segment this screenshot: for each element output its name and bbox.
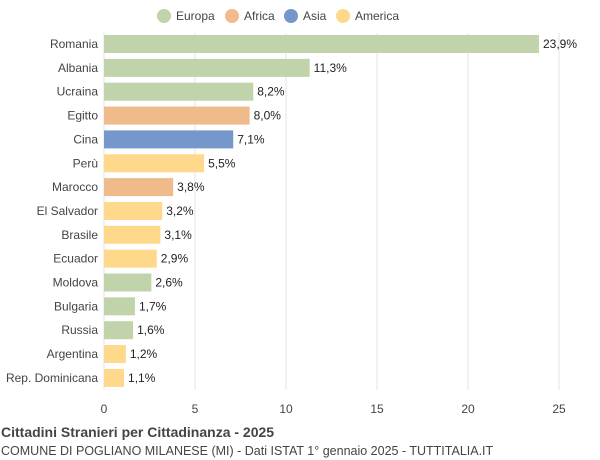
legend-label-america: America (355, 9, 399, 23)
category-label: Bulgaria (54, 299, 98, 313)
value-label: 3,1% (164, 228, 192, 242)
bar-albania (104, 58, 310, 77)
value-label: 8,0% (254, 109, 282, 123)
x-tick-label: 20 (461, 402, 475, 416)
x-tick-label: 15 (370, 402, 384, 416)
x-tick-label: 25 (552, 402, 566, 416)
value-label: 5,5% (208, 156, 236, 170)
value-label: 1,7% (139, 299, 167, 313)
bar-ecuador (104, 249, 157, 268)
value-label: 2,9% (161, 252, 189, 266)
category-label: Perù (73, 156, 98, 170)
value-label: 3,2% (166, 204, 194, 218)
value-label: 1,6% (137, 323, 165, 337)
legend-swatch-africa (225, 9, 239, 23)
category-label: Cina (73, 132, 98, 146)
value-label: 1,2% (130, 347, 158, 361)
category-label: Rep. Dominicana (6, 371, 98, 385)
bar-bulgaria (104, 297, 135, 316)
value-label: 2,6% (155, 276, 183, 290)
bar-romania (104, 35, 539, 53)
value-label: 8,2% (257, 85, 285, 99)
legend-label-asia: Asia (303, 9, 327, 23)
category-label: Moldova (53, 276, 99, 290)
bar-egitto (104, 106, 250, 125)
category-label: Albania (58, 61, 98, 75)
category-label: Romania (50, 37, 98, 51)
x-tick-label: 5 (192, 402, 199, 416)
category-label: Russia (61, 323, 98, 337)
value-label: 23,9% (543, 37, 577, 51)
legend-label-europa: Europa (176, 9, 215, 23)
x-axis-ticks: 0 5 10 15 20 25 (101, 402, 566, 416)
bar-rep-dominicana (104, 368, 125, 387)
bar-per- (104, 154, 205, 173)
chart-title: Cittadini Stranieri per Cittadinanza - 2… (1, 424, 275, 440)
legend-swatch-asia (284, 9, 298, 23)
category-label: Marocco (52, 180, 98, 194)
bar-el-salvador (104, 201, 163, 220)
value-label: 3,8% (177, 180, 205, 194)
bar-ucraina (104, 82, 254, 101)
bar-brasile (104, 225, 161, 244)
bar-russia (104, 321, 134, 340)
x-tick-label: 10 (279, 402, 293, 416)
x-tick-label: 0 (101, 402, 108, 416)
value-label: 11,3% (314, 61, 347, 75)
bar-cina (104, 130, 234, 149)
category-label: Ecuador (53, 252, 98, 266)
legend-label-africa: Africa (244, 9, 275, 23)
bar-marocco (104, 178, 174, 197)
category-label: Brasile (61, 228, 98, 242)
chart-subtitle: COMUNE DI POGLIANO MILANESE (MI) - Dati … (1, 444, 494, 458)
value-label: 7,1% (237, 132, 265, 146)
legend-swatch-europa (157, 9, 171, 23)
category-label: Argentina (47, 347, 99, 361)
legend: Europa Africa Asia America (157, 9, 399, 23)
bar-chart: Europa Africa Asia America Romania 23,9% Alba… (6, 9, 577, 416)
legend-swatch-america (336, 9, 350, 23)
value-label: 1,1% (128, 371, 156, 385)
bar-argentina (104, 345, 126, 364)
category-label: Egitto (67, 109, 98, 123)
category-label: El Salvador (37, 204, 98, 218)
bar-moldova (104, 273, 152, 292)
bars: Romania 23,9% Albania 11,3% Ucraina 8,2% Egitt… (6, 35, 577, 387)
category-label: Ucraina (57, 85, 99, 99)
